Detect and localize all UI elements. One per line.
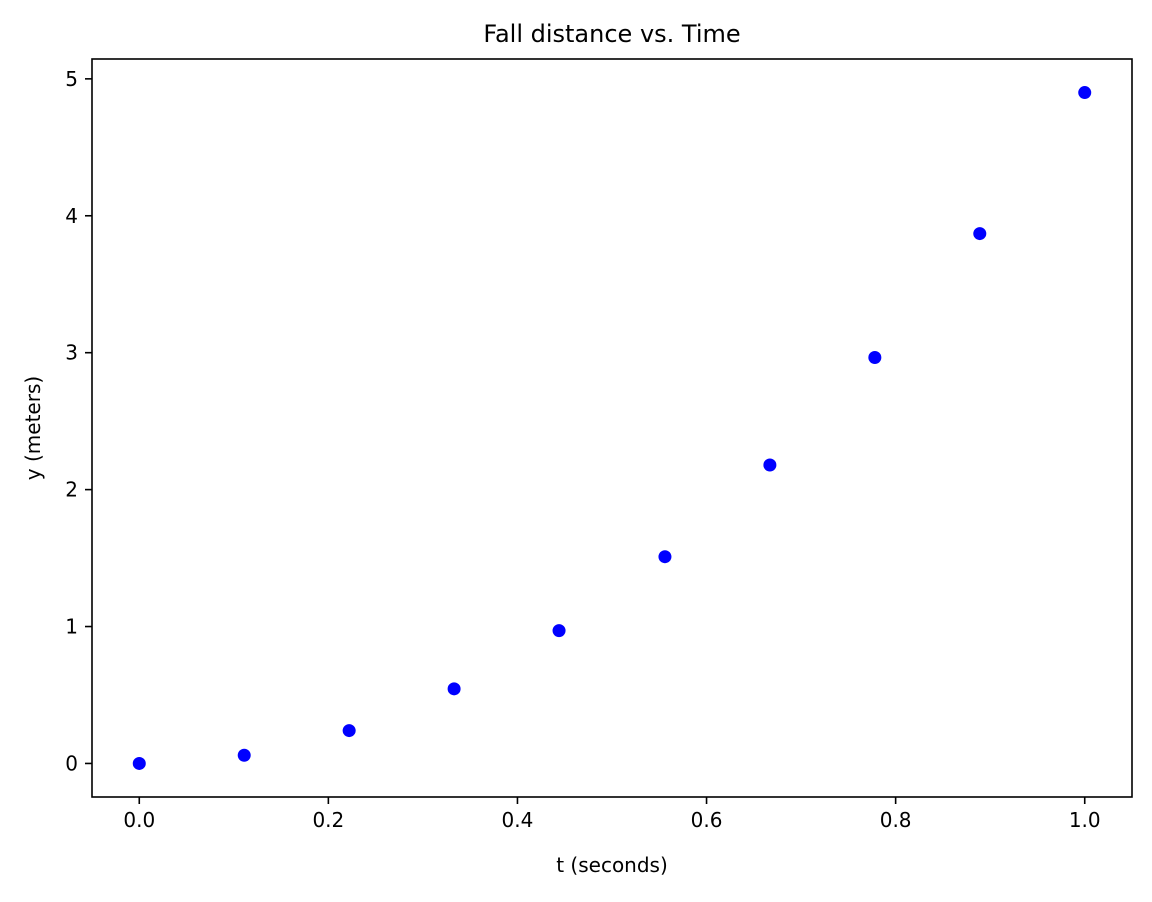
y-axis-ticks: 0 1 2 3 4 5 — [65, 67, 92, 775]
x-tick-label: 1.0 — [1069, 808, 1101, 832]
data-point — [237, 748, 251, 762]
data-point — [973, 227, 987, 241]
data-point — [132, 756, 146, 770]
x-tick-label: 0.2 — [312, 808, 344, 832]
data-point — [1078, 86, 1092, 100]
x-tick-label: 0.6 — [691, 808, 723, 832]
y-tick-label: 1 — [65, 615, 78, 639]
x-tick-label: 0.4 — [502, 808, 534, 832]
data-point — [447, 682, 461, 696]
data-points — [132, 86, 1092, 770]
data-point — [763, 458, 777, 472]
y-axis-label: y (meters) — [21, 376, 45, 480]
plot-area-frame — [91, 58, 1133, 798]
x-tick-label: 0.0 — [123, 808, 155, 832]
x-axis-ticks: 0.0 0.2 0.4 0.6 0.8 1.0 — [123, 797, 1101, 832]
data-point — [342, 724, 356, 738]
y-tick-label: 0 — [65, 751, 78, 775]
data-point — [658, 550, 672, 564]
data-point — [552, 624, 566, 638]
y-tick-label: 3 — [65, 341, 78, 365]
y-tick-label: 4 — [65, 204, 78, 228]
y-tick-label: 5 — [65, 67, 78, 91]
chart-title: Fall distance vs. Time — [483, 20, 740, 48]
x-tick-label: 0.8 — [880, 808, 912, 832]
x-axis-label: t (seconds) — [556, 853, 668, 877]
data-point — [868, 350, 882, 364]
y-tick-label: 2 — [65, 478, 78, 502]
